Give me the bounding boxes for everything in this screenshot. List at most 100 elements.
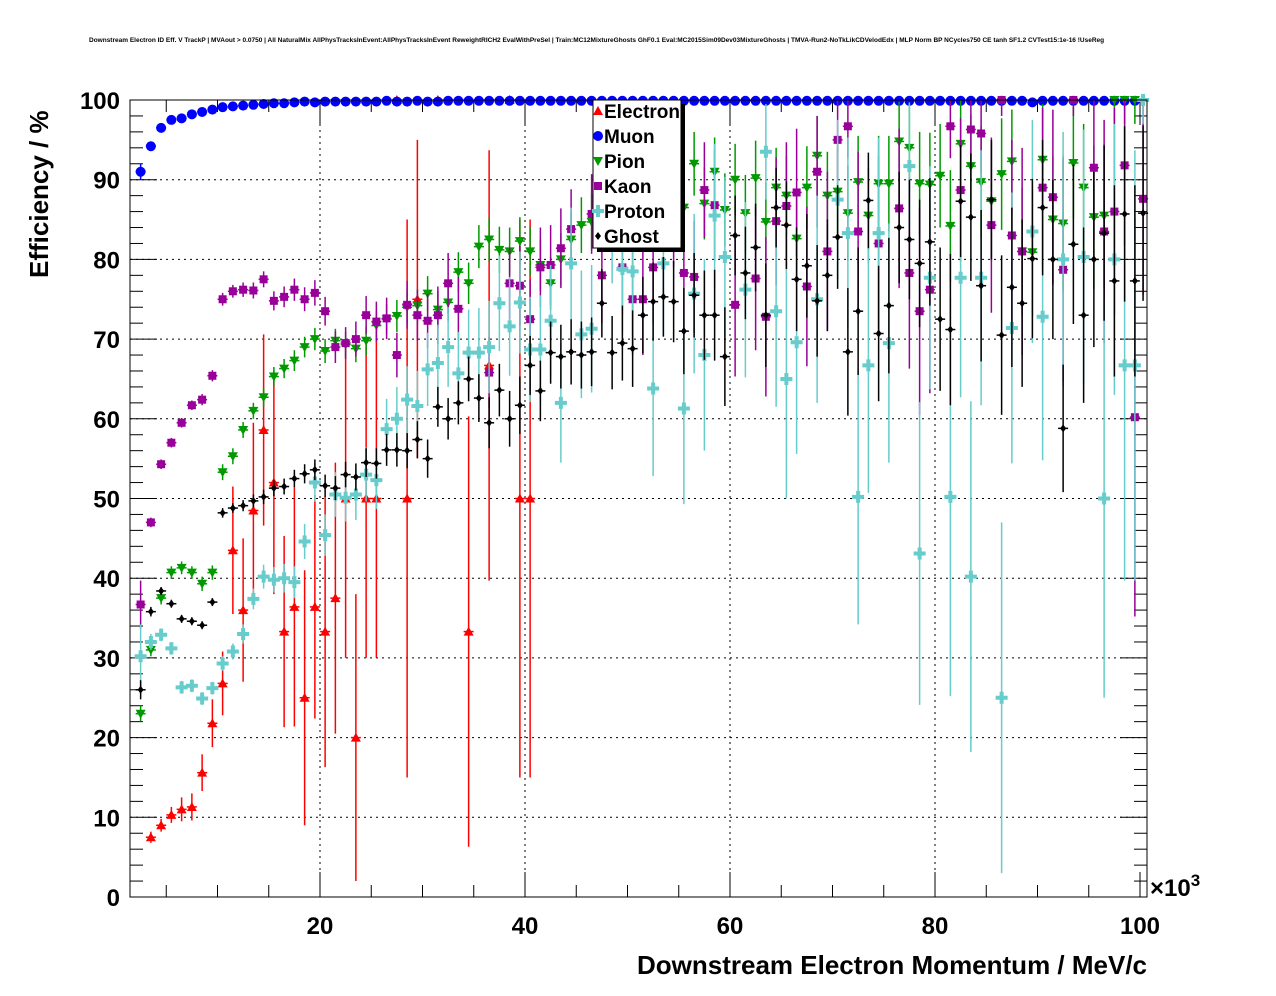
muon-marker	[279, 98, 290, 109]
ghost-point	[238, 500, 249, 512]
ghost-marker	[342, 470, 349, 479]
pion-point	[197, 576, 208, 591]
ghost-marker	[414, 435, 421, 444]
ghost-point	[740, 226, 751, 320]
ghost-marker	[568, 347, 575, 356]
muon-marker	[361, 96, 372, 107]
pion-marker	[197, 579, 208, 589]
ghost-point	[156, 586, 167, 595]
pion-point	[207, 565, 218, 580]
muon-marker	[1058, 95, 1069, 106]
proton-marker	[421, 363, 434, 376]
pion-marker	[258, 393, 269, 403]
muon-point	[719, 95, 730, 106]
muon-point	[371, 96, 382, 107]
ghost-point	[268, 480, 279, 497]
ghost-marker	[650, 297, 657, 306]
ghost-marker	[896, 223, 903, 232]
proton-marker	[841, 227, 854, 240]
proton-point	[216, 656, 229, 671]
proton-point	[278, 563, 291, 593]
muon-point	[924, 95, 935, 106]
proton-marker	[790, 336, 803, 349]
muon-marker	[422, 96, 433, 107]
electron-marker	[350, 732, 361, 742]
pion-marker	[361, 336, 372, 346]
muon-point	[771, 95, 782, 106]
muon-point	[166, 114, 177, 125]
electron-marker	[145, 832, 156, 842]
muon-marker	[258, 98, 269, 109]
ghost-point	[299, 464, 310, 484]
muon-point	[453, 95, 464, 106]
muon-marker	[525, 95, 536, 106]
muon-marker	[176, 113, 187, 124]
pion-marker	[320, 347, 331, 357]
ghost-point	[535, 360, 546, 422]
muon-marker	[412, 95, 423, 106]
muon-point	[730, 95, 741, 106]
muon-point	[330, 96, 341, 107]
proton-marker	[349, 488, 362, 501]
pion-point	[935, 123, 946, 228]
proton-marker	[718, 251, 731, 264]
muon-point	[750, 95, 761, 106]
proton-point	[442, 307, 455, 387]
ghost-marker	[1029, 254, 1036, 263]
ghost-point	[494, 363, 505, 417]
ghost-marker	[1080, 311, 1087, 320]
ghost-marker	[281, 482, 288, 491]
kaon-marker	[157, 460, 166, 469]
proton-point	[155, 628, 168, 642]
ghost-point	[863, 152, 874, 249]
muon-marker	[207, 104, 218, 115]
proton-marker	[216, 657, 229, 670]
pion-marker	[309, 335, 320, 345]
kaon-marker	[966, 125, 975, 134]
proton-point	[995, 522, 1008, 874]
electron-point	[350, 594, 361, 882]
muon-point	[689, 95, 700, 106]
muon-marker	[904, 95, 915, 106]
proton-marker	[626, 265, 639, 278]
proton-point	[288, 566, 301, 599]
y-tick-label: 80	[93, 247, 120, 274]
proton-marker	[175, 681, 188, 694]
electron-point	[176, 797, 187, 822]
muon-point	[391, 96, 402, 107]
muon-point	[1047, 95, 1058, 106]
muon-point	[156, 122, 167, 133]
muon-marker	[289, 97, 300, 108]
electron-point	[156, 818, 167, 832]
muon-marker	[709, 95, 720, 106]
electron-marker	[207, 718, 218, 728]
kaon-point	[320, 296, 331, 326]
data-marks	[134, 94, 1150, 882]
muon-marker	[391, 96, 402, 107]
ghost-marker	[1121, 209, 1128, 218]
ghost-marker	[793, 275, 800, 284]
x-tick-label: 40	[512, 913, 539, 940]
muon-marker	[443, 95, 454, 106]
pion-point	[258, 387, 269, 407]
proton-marker	[462, 346, 475, 359]
ghost-marker	[598, 299, 605, 308]
ghost-marker	[1060, 424, 1067, 433]
ghost-marker	[947, 325, 954, 334]
y-tick-label: 60	[93, 407, 120, 434]
kaon-point	[402, 280, 413, 329]
ghost-marker	[834, 233, 841, 242]
ghost-point	[709, 269, 720, 361]
ghost-point	[135, 680, 146, 700]
proton-marker	[534, 343, 547, 356]
ghost-marker	[926, 237, 933, 246]
ghost-marker	[475, 394, 482, 403]
ghost-marker	[1111, 276, 1118, 285]
ghost-marker	[229, 504, 236, 513]
proton-point	[196, 692, 209, 705]
pion-marker	[268, 372, 279, 382]
muon-point	[566, 95, 577, 106]
proton-point	[708, 143, 721, 288]
kaon-point	[412, 289, 423, 341]
muon-marker	[248, 99, 259, 110]
